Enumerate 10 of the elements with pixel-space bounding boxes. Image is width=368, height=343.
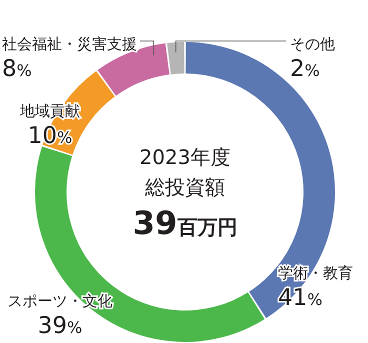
text: 総投資額	[144, 175, 225, 199]
slice-label: 社会福祉・災害支援	[2, 35, 137, 53]
text: 39百万円	[132, 204, 238, 242]
data-label: 39%	[38, 313, 82, 339]
text: 2023年度	[140, 145, 230, 169]
slice-label: その他	[290, 35, 335, 53]
slice-label: 学術・教育	[278, 264, 353, 282]
slice-label: スポーツ・文化	[8, 292, 112, 310]
data-label: 8%	[2, 56, 32, 82]
data-label: 2%	[290, 56, 320, 82]
